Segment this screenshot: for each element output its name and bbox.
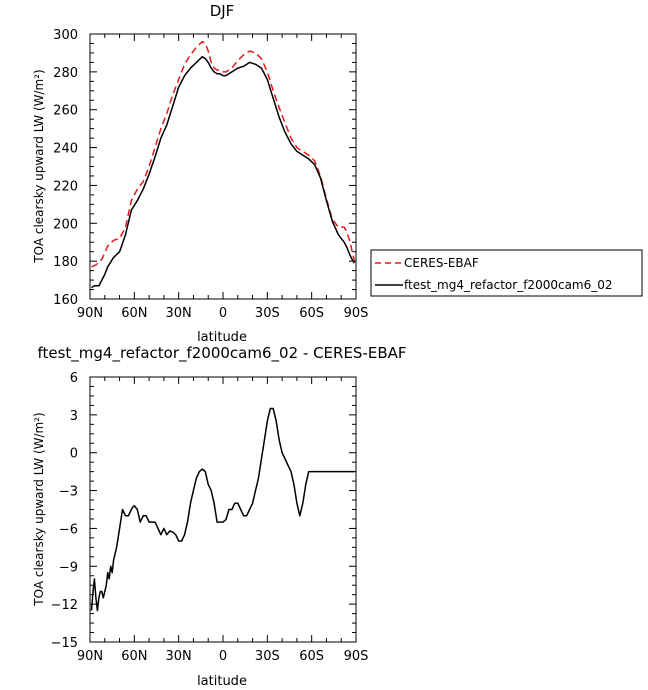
bottom-chart-title: ftest_mg4_refactor_f2000cam6_02 - CERES-… xyxy=(37,344,406,363)
series-line-1-0 xyxy=(90,407,355,612)
y-tick-label: 260 xyxy=(53,104,78,119)
bottom-y-axis-label: TOA clearsky upward LW (W/m²) xyxy=(32,412,46,606)
x-tick-label: 90S xyxy=(344,649,369,664)
bottom-x-axis-label: latitude xyxy=(197,674,247,689)
y-tick-label: 160 xyxy=(53,293,78,308)
y-tick-label: 300 xyxy=(53,28,78,43)
y-tick-label: 280 xyxy=(53,66,78,81)
y-tick-label: −6 xyxy=(59,522,78,537)
x-tick-label: 30S xyxy=(255,306,280,321)
y-tick-label: −15 xyxy=(51,636,78,651)
top-chart-title: DJF xyxy=(210,2,235,20)
x-tick-label: 30N xyxy=(166,649,192,664)
x-tick-label: 0 xyxy=(219,306,227,321)
y-tick-label: 3 xyxy=(70,409,78,424)
y-tick-label: 0 xyxy=(70,447,78,462)
y-tick-label: −12 xyxy=(51,598,78,613)
x-tick-label: 60N xyxy=(121,306,147,321)
x-tick-label: 90N xyxy=(77,649,103,664)
legend: CERES-EBAF ftest_mg4_refactor_f2000cam6_… xyxy=(370,249,643,297)
legend-box xyxy=(370,249,643,297)
series-line-0-1 xyxy=(91,55,356,289)
x-tick-label: 30S xyxy=(255,649,280,664)
top-panel: DJF 90N 60N 30N 0 30S 60S 90S 160 180 200 220 240 26… xyxy=(32,2,368,345)
x-tick-label: 60N xyxy=(121,649,147,664)
top-y-axis-label: TOA clearsky upward LW (W/m²) xyxy=(32,69,46,263)
top-x-axis-label: latitude xyxy=(197,330,247,345)
x-tick-label: 30N xyxy=(166,306,192,321)
x-tick-label: 60S xyxy=(299,306,324,321)
x-tick-label: 60S xyxy=(299,649,324,664)
series-line-0-0 xyxy=(91,40,356,268)
bottom-plot-frame xyxy=(89,376,357,643)
legend-label-model: ftest_mg4_refactor_f2000cam6_02 xyxy=(404,278,613,292)
y-tick-label: −9 xyxy=(59,560,78,575)
bottom-panel: ftest_mg4_refactor_f2000cam6_02 - CERES-… xyxy=(32,344,407,689)
y-tick-label: 240 xyxy=(53,142,78,157)
x-tick-label: 90N xyxy=(77,306,103,321)
y-tick-label: −3 xyxy=(59,485,78,500)
y-tick-label: 200 xyxy=(53,217,78,232)
y-tick-label: 180 xyxy=(53,255,78,270)
x-tick-label: 90S xyxy=(344,306,369,321)
x-tick-label: 0 xyxy=(219,649,227,664)
y-tick-label: 6 xyxy=(70,371,78,386)
legend-label-ceres: CERES-EBAF xyxy=(404,256,479,270)
y-tick-label: 220 xyxy=(53,179,78,194)
